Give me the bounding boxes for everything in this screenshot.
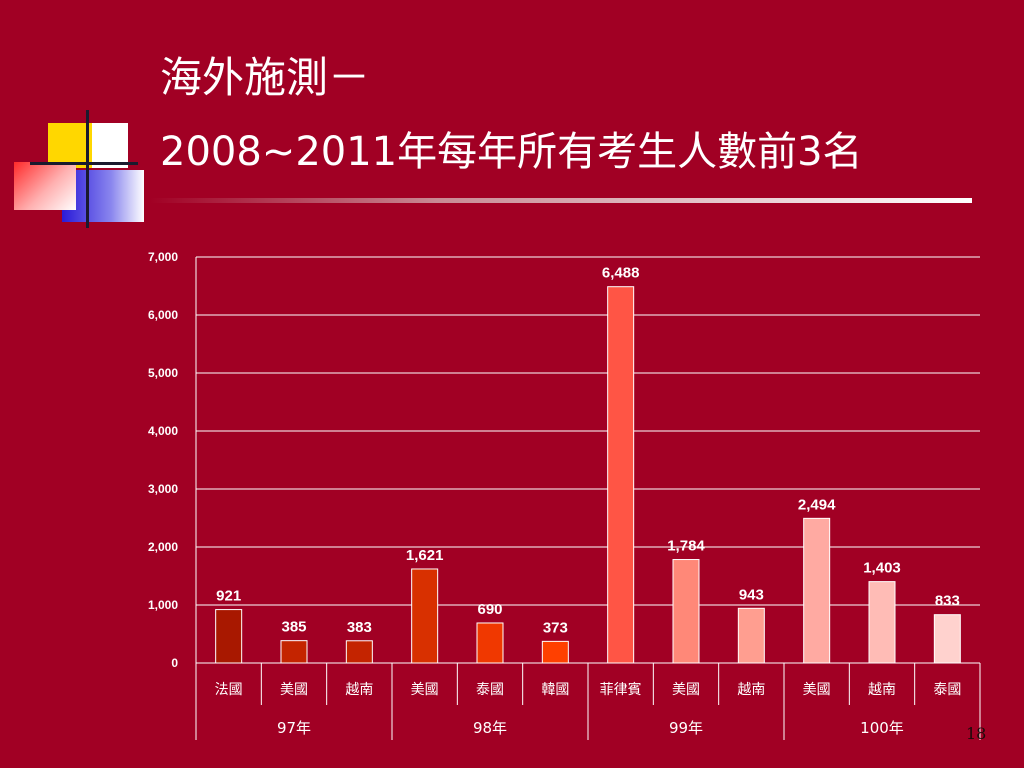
title-underline: [150, 198, 972, 203]
category-label: 韓國: [541, 682, 569, 698]
bar: [933, 614, 961, 664]
value-label: 1,621: [406, 547, 444, 564]
page-number: 18: [966, 724, 987, 743]
value-label: 6,488: [602, 265, 640, 282]
bar: [868, 581, 896, 664]
bar: [476, 622, 504, 664]
deco-horizontal-line: [30, 162, 138, 165]
category-label: 美國: [672, 682, 700, 698]
y-tick-label: 1,000: [148, 598, 178, 612]
deco-vertical-line: [86, 110, 89, 228]
y-tick-label: 5,000: [148, 366, 178, 380]
group-label: 97年: [277, 719, 311, 737]
bar: [737, 607, 765, 664]
slide-title-line2: 2008~2011年每年所有考生人數前3名: [160, 129, 863, 175]
deco-yellow-square: [48, 123, 93, 168]
category-label: 美國: [280, 682, 308, 698]
group-label: 99年: [669, 719, 703, 737]
category-label: 泰國: [933, 682, 961, 698]
bar: [411, 568, 439, 664]
y-tick-label: 4,000: [148, 424, 178, 438]
y-tick-label: 2,000: [148, 540, 178, 554]
category-label: 菲律賓: [600, 681, 642, 698]
deco-white-square: [92, 123, 128, 168]
bar: [280, 640, 308, 664]
category-label: 越南: [737, 682, 765, 698]
category-label: 美國: [803, 682, 831, 698]
value-label: 1,784: [667, 538, 705, 555]
bar: [803, 517, 831, 664]
category-label: 法國: [215, 682, 243, 698]
category-label: 越南: [868, 682, 896, 698]
value-label: 943: [739, 586, 764, 603]
bar: [672, 559, 700, 664]
group-label: 98年: [473, 719, 507, 737]
y-tick-label: 0: [171, 656, 178, 670]
category-label: 越南: [345, 682, 373, 698]
value-label: 690: [477, 601, 502, 618]
value-label: 833: [935, 593, 960, 610]
value-label: 373: [543, 619, 568, 636]
value-label: 385: [281, 619, 306, 636]
y-tick-label: 3,000: [148, 482, 178, 496]
slide-title-line1: 海外施測－: [160, 53, 371, 102]
bar: [541, 640, 569, 664]
bar: [215, 609, 243, 664]
value-label: 921: [216, 588, 241, 605]
deco-red-square: [14, 162, 76, 210]
category-label: 美國: [411, 682, 439, 698]
bar: [607, 286, 635, 664]
y-tick-label: 7,000: [148, 250, 178, 264]
group-label: 100年: [860, 719, 904, 737]
value-label: 2,494: [798, 496, 836, 513]
bar: [345, 640, 373, 664]
value-label: 383: [347, 619, 372, 636]
value-label: 1,403: [863, 560, 901, 577]
y-tick-label: 6,000: [148, 308, 178, 322]
category-label: 泰國: [476, 682, 504, 698]
